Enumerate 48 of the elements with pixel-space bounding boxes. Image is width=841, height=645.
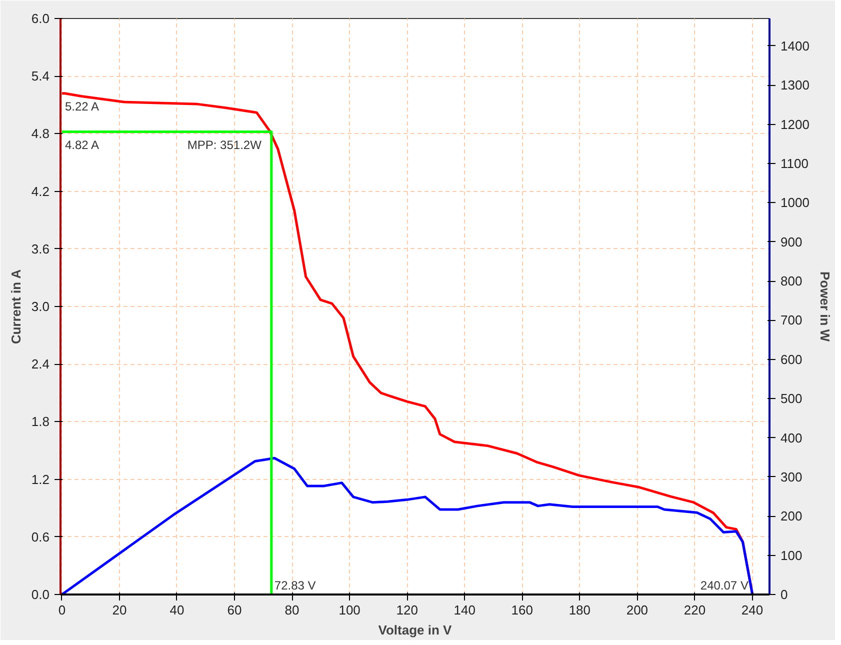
annotation: 72.83 V	[274, 578, 316, 592]
y-tick-label: 0.6	[31, 529, 50, 544]
x-tick-label: 140	[454, 602, 476, 618]
y2-tick-label: 0	[780, 587, 788, 602]
x-tick-label: 220	[684, 602, 706, 618]
x-tick-label: 60	[227, 602, 242, 618]
y2-tick-label: 300	[780, 469, 802, 484]
y-tick-label: 4.2	[31, 184, 50, 199]
y2-tick-label: 200	[780, 508, 802, 524]
x-tick-label: 20	[112, 602, 127, 618]
y-tick-label: 0.0	[31, 587, 50, 602]
y-axis-title: Current in A	[8, 268, 24, 344]
y2-tick-label: 1300	[780, 78, 810, 93]
annotation: MPP: 351.2W	[187, 138, 262, 152]
annotation: 5.22 A	[64, 99, 99, 114]
y2-tick-label: 1100	[780, 156, 808, 171]
y-tick-label: 1.2	[31, 472, 50, 487]
y-tick-label: 5.4	[31, 68, 50, 84]
y-tick-label: 4.8	[31, 126, 50, 142]
y2-tick-label: 600	[780, 352, 802, 367]
annotation: 240.07 V	[700, 578, 748, 592]
y2-axis-title: Power in W	[817, 271, 832, 342]
y2-tick-label: 1200	[780, 116, 810, 132]
x-axis-title: Voltage in V	[378, 622, 452, 638]
x-tick-label: 100	[338, 602, 360, 618]
y-tick-label: 1.8	[31, 414, 50, 430]
y2-tick-label: 900	[780, 234, 802, 250]
annotation: 4.82 A	[64, 138, 99, 152]
x-tick-label: 0	[58, 602, 66, 618]
y-tick-label: 3.0	[31, 299, 50, 314]
y2-tick-label: 1400	[780, 38, 810, 54]
y2-tick-label: 100	[780, 548, 802, 563]
x-tick-label: 160	[511, 602, 533, 618]
y2-tick-label: 800	[780, 274, 802, 289]
y2-tick-label: 400	[780, 430, 802, 446]
y2-tick-label: 500	[780, 391, 802, 406]
y-tick-label: 3.6	[31, 241, 50, 256]
y-tick-label: 2.4	[31, 356, 50, 372]
y2-tick-label: 1000	[780, 195, 810, 210]
x-tick-label: 40	[170, 602, 184, 618]
x-tick-label: 240	[741, 602, 764, 618]
y2-tick-label: 700	[780, 312, 802, 328]
x-tick-label: 200	[626, 602, 648, 618]
line-series	[60, 456, 754, 594]
x-tick-label: 180	[568, 602, 591, 618]
y-tick-label: 6.0	[31, 11, 50, 26]
x-tick-label: 120	[396, 602, 418, 618]
x-tick-label: 80	[284, 602, 300, 618]
